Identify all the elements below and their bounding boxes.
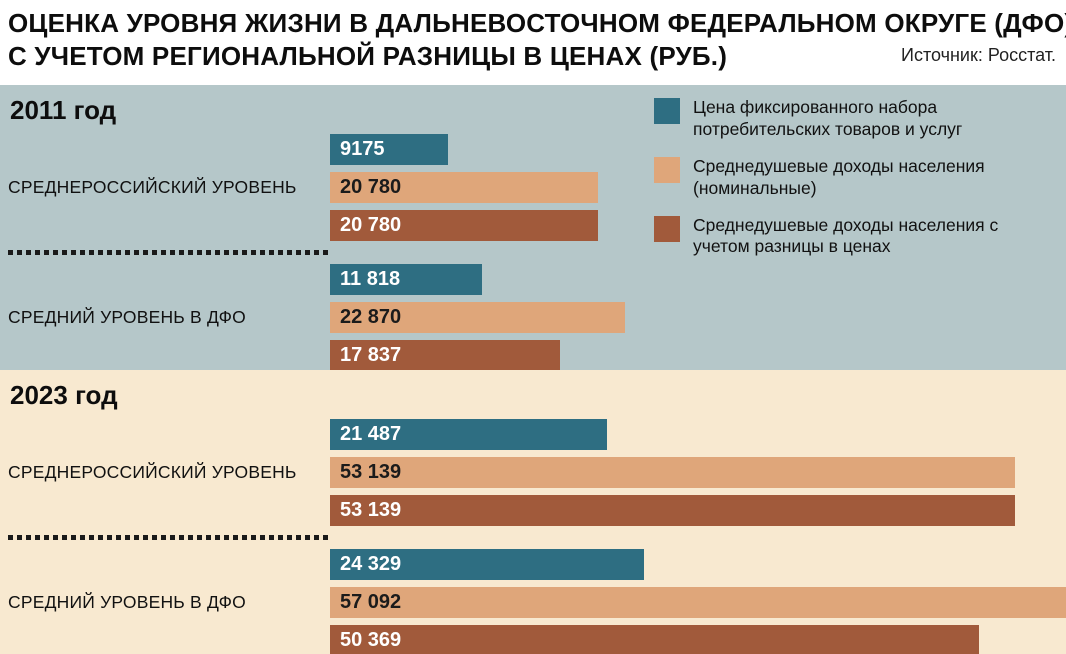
legend-item-fixed-set: Цена фиксированного набора потребительск… [654, 97, 1056, 141]
year-label-2011: 2011 год [10, 95, 117, 125]
group-2011-avg-russia: СРЕДНЕРОССИЙСКИЙ УРОВЕНЬ 9175 20 780 20 … [8, 134, 1066, 241]
bar-2023-dfo-adjusted-income: 50 369 [330, 625, 980, 654]
group-2023-avg-russia: СРЕДНЕРОССИЙСКИЙ УРОВЕНЬ 21 487 53 139 5… [8, 419, 1066, 526]
bar-value-label: 20 780 [340, 214, 402, 236]
bar-2023-dfo-nominal-income: 57 092 [330, 587, 1066, 618]
bar-value-label: 22 870 [340, 306, 402, 328]
bar-group: 21 487 53 139 53 139 [330, 419, 1066, 526]
dotted-divider [8, 250, 332, 255]
legend-item-adjusted-income: Среднедушевые доходы населения с учетом … [654, 215, 1056, 259]
bar-group: 24 329 57 092 50 369 [330, 549, 1066, 654]
bar-value-label: 50 369 [340, 629, 402, 651]
bar-group: 11 818 22 870 17 837 [330, 264, 1066, 371]
bar-2011-russia-fixed-set: 9175 [330, 134, 449, 165]
group-2011-dfo: СРЕДНИЙ УРОВЕНЬ В ДФО 11 818 22 870 17 8… [8, 264, 1066, 371]
group-label-dfo: СРЕДНИЙ УРОВЕНЬ В ДФО [8, 307, 246, 327]
legend-item-nominal-income: Среднедушевые доходы населения (номиналь… [654, 156, 1056, 200]
page-title-line2: С УЧЕТОМ РЕГИОНАЛЬНОЙ РАЗНИЦЫ В ЦЕНАХ (Р… [8, 41, 728, 71]
chart-header: ОЦЕНКА УРОВНЯ ЖИЗНИ В ДАЛЬНЕВОСТОЧНОМ ФЕ… [0, 0, 1066, 85]
bar-value-label: 17 837 [340, 344, 402, 366]
bar-value-label: 53 139 [340, 499, 402, 521]
bar-2011-dfo-nominal-income: 22 870 [330, 302, 625, 333]
group-label-dfo: СРЕДНИЙ УРОВЕНЬ В ДФО [8, 592, 246, 612]
legend: Цена фиксированного набора потребительск… [654, 97, 1056, 258]
bar-value-label: 57 092 [340, 591, 402, 613]
bar-value-label: 11 818 [340, 268, 401, 290]
legend-label-adjusted-income: Среднедушевые доходы населения с учетом … [693, 214, 999, 257]
group-label-avg-russia: СРЕДНЕРОССИЙСКИЙ УРОВЕНЬ [8, 462, 297, 482]
bar-2011-dfo-fixed-set: 11 818 [330, 264, 483, 295]
bar-value-label: 53 139 [340, 461, 402, 483]
bar-2011-dfo-adjusted-income: 17 837 [330, 340, 560, 371]
bar-value-label: 20 780 [340, 176, 402, 198]
bar-value-label: 24 329 [340, 553, 402, 575]
legend-swatch-nominal-income [654, 156, 680, 183]
legend-swatch-adjusted-income [654, 215, 680, 242]
group-2023-dfo: СРЕДНИЙ УРОВЕНЬ В ДФО 24 329 57 092 50 3… [8, 549, 1066, 654]
bar-2011-russia-nominal-income: 20 780 [330, 172, 598, 203]
legend-label-nominal-income: Среднедушевые доходы населения (номиналь… [693, 155, 985, 198]
group-label-avg-russia: СРЕДНЕРОССИЙСКИЙ УРОВЕНЬ [8, 177, 297, 197]
bar-value-label: 9175 [340, 138, 385, 160]
bar-2023-russia-adjusted-income: 53 139 [330, 495, 1016, 526]
legend-label-fixed-set: Цена фиксированного набора потребительск… [693, 97, 963, 139]
dotted-divider [8, 535, 332, 540]
page-title-line1: ОЦЕНКА УРОВНЯ ЖИЗНИ В ДАЛЬНЕВОСТОЧНОМ ФЕ… [8, 8, 1066, 38]
year-label-2023: 2023 год [10, 380, 118, 410]
bar-group: 9175 20 780 20 780 [330, 134, 1066, 241]
bar-value-label: 21 487 [340, 423, 402, 445]
bar-2023-dfo-fixed-set: 24 329 [330, 549, 644, 580]
bar-2011-russia-adjusted-income: 20 780 [330, 210, 598, 241]
section-2011: 2011 год СРЕДНЕРОССИЙСКИЙ УРОВЕНЬ 9175 2… [0, 85, 1066, 371]
source-label: Источник: Росстат. [901, 45, 1056, 65]
bar-2023-russia-fixed-set: 21 487 [330, 419, 607, 450]
section-2023: 2023 год СРЕДНЕРОССИЙСКИЙ УРОВЕНЬ 21 487… [0, 370, 1066, 654]
legend-swatch-fixed-set [654, 98, 680, 124]
bar-2023-russia-nominal-income: 53 139 [330, 457, 1016, 488]
